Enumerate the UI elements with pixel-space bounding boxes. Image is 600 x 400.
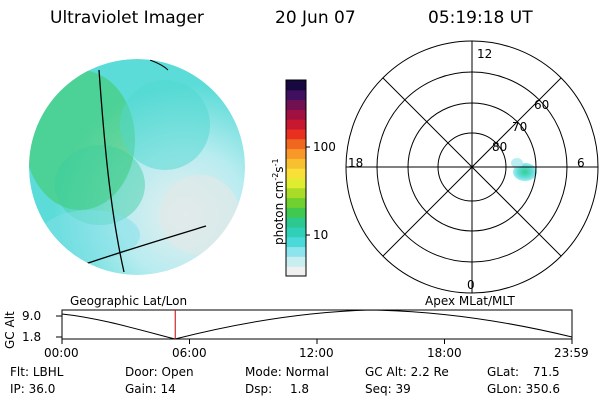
colorbar-segment [286,129,306,140]
gc-alt-timeline [56,309,573,344]
info-seq: Seq: 39 [365,382,411,396]
colorbar-segment [286,256,306,267]
colorbar-segment [286,148,306,159]
info-gain: Gain: 14 [125,382,176,396]
colorbar-tick-label-10: 10 [313,228,329,242]
colorbar-unit-label: photon cm-2s-1 [271,158,286,245]
colorbar [286,80,306,277]
timeline-y-top: 9.0 [22,309,42,323]
info-ip: IP: 36.0 [10,382,56,396]
info-dsp: Dsp: 1.8 [245,382,310,396]
geographic-caption: Geographic Lat/Lon [70,294,188,308]
apex-caption: Apex MLat/MLT [425,294,515,308]
timeline-tick-1800: 18:00 [427,346,462,360]
colorbar-tick-label-100: 100 [313,140,336,154]
colorbar-segment [286,236,306,248]
polar-plot [345,40,599,294]
time-label: 05:19:18 UT [428,8,533,28]
polar-ring-label-70: 70 [512,120,528,134]
colorbar-segment [286,99,306,110]
colorbar-segment [286,178,306,189]
date-label: 20 Jun 07 [275,8,356,28]
colorbar-segment [286,168,306,179]
altitude-curve [61,309,573,340]
colorbar-segment [286,80,306,91]
colorbar-segment [286,266,306,277]
colorbar-segment [286,158,306,169]
info-gcalt: GC Alt: 2.2 Re [365,365,449,379]
info-mode: Mode: Normal [245,365,329,379]
polar-label-mlt-6: 6 [577,156,585,170]
colorbar-segment [286,187,306,199]
app-title: Ultraviolet Imager [50,8,204,28]
colorbar-segment [286,246,306,257]
timeline-tick-2359: 23:59 [554,346,589,360]
colorbar-frame [285,79,307,277]
colorbar-segment [286,89,306,101]
colorbar-segment [286,207,306,218]
colorbar-segment [286,138,306,150]
timeline-tick-0000: 00:00 [44,346,79,360]
meridian-line [98,69,125,273]
info-door: Door: Open [125,365,194,379]
info-glat: GLat: 71.5 [487,365,560,379]
colorbar-segment [286,119,306,130]
polar-label-mlt-18: 18 [348,156,364,170]
timeline-tick-0600: 06:00 [172,346,207,360]
polar-label-mlt-0: 0 [467,278,475,292]
polar-ring-label-80: 80 [492,140,508,154]
limb-arc [149,59,169,71]
colorbar-segment [286,217,306,228]
colorbar-segment [286,197,306,208]
polar-label-mlt-12: 12 [477,47,493,61]
timeline-tick-1200: 12:00 [299,346,334,360]
colorbar-segment [286,109,306,120]
timeline-y-bottom: 1.8 [22,330,42,344]
polar-ring-label-60: 60 [534,98,550,112]
timeline-axis-label: GC Alt [3,311,17,349]
info-glon: GLon: 350.6 [487,382,560,396]
uv-image-disk [29,59,245,275]
colorbar-segment [286,227,306,238]
info-flt: Flt: LBHL [10,365,64,379]
